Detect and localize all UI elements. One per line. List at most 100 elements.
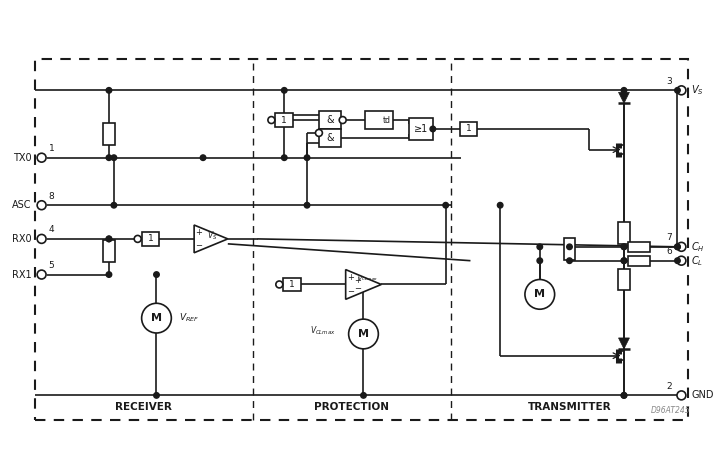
Circle shape bbox=[106, 236, 112, 242]
Text: $V_S$: $V_S$ bbox=[692, 84, 704, 97]
Circle shape bbox=[525, 280, 555, 309]
Circle shape bbox=[154, 272, 159, 277]
Text: 1: 1 bbox=[281, 116, 287, 125]
Bar bbox=[276, 113, 293, 127]
Circle shape bbox=[621, 244, 626, 250]
Polygon shape bbox=[346, 270, 382, 299]
Circle shape bbox=[268, 117, 275, 123]
Text: &: & bbox=[326, 115, 334, 125]
Circle shape bbox=[154, 393, 159, 398]
Text: $V_{CLmax}$: $V_{CLmax}$ bbox=[357, 274, 378, 283]
Circle shape bbox=[621, 244, 626, 250]
Text: M: M bbox=[534, 289, 546, 299]
Text: +: + bbox=[347, 273, 354, 282]
Text: 1: 1 bbox=[147, 234, 153, 244]
Text: D96AT245: D96AT245 bbox=[651, 406, 690, 415]
Circle shape bbox=[281, 155, 287, 160]
Circle shape bbox=[106, 272, 112, 277]
Text: M: M bbox=[151, 313, 162, 323]
Circle shape bbox=[37, 270, 46, 279]
Bar bbox=[409, 118, 432, 140]
Circle shape bbox=[677, 86, 686, 95]
Circle shape bbox=[674, 244, 680, 250]
Text: ≥1: ≥1 bbox=[414, 124, 428, 134]
Circle shape bbox=[111, 202, 117, 208]
Text: 2: 2 bbox=[667, 382, 672, 391]
Circle shape bbox=[339, 117, 346, 123]
Text: −: − bbox=[195, 241, 203, 250]
Text: 3: 3 bbox=[667, 77, 672, 86]
Text: ASC: ASC bbox=[12, 200, 32, 210]
Circle shape bbox=[106, 155, 112, 160]
Circle shape bbox=[37, 234, 46, 244]
Bar bbox=[618, 269, 630, 290]
Text: PROTECTION: PROTECTION bbox=[314, 402, 389, 412]
Circle shape bbox=[674, 88, 680, 93]
Circle shape bbox=[621, 258, 626, 264]
Bar bbox=[460, 122, 478, 136]
Text: 5: 5 bbox=[49, 261, 54, 270]
Circle shape bbox=[142, 303, 171, 333]
Circle shape bbox=[276, 281, 283, 288]
Circle shape bbox=[316, 129, 322, 136]
Bar bbox=[284, 277, 301, 292]
Bar bbox=[142, 232, 160, 246]
Circle shape bbox=[537, 244, 543, 250]
Circle shape bbox=[537, 258, 543, 264]
Circle shape bbox=[567, 258, 572, 264]
Circle shape bbox=[621, 258, 626, 264]
Polygon shape bbox=[619, 92, 629, 103]
Bar bbox=[319, 111, 341, 129]
Circle shape bbox=[134, 235, 141, 242]
Circle shape bbox=[349, 319, 378, 349]
Text: $C_L$: $C_L$ bbox=[692, 254, 704, 268]
Text: td: td bbox=[382, 116, 390, 125]
Text: $V_{CLmax}$: $V_{CLmax}$ bbox=[310, 325, 336, 337]
Circle shape bbox=[621, 393, 626, 398]
Circle shape bbox=[621, 393, 626, 398]
Circle shape bbox=[200, 155, 205, 160]
Text: $C_H$: $C_H$ bbox=[692, 240, 705, 254]
Circle shape bbox=[567, 244, 572, 250]
Text: −: − bbox=[347, 287, 354, 296]
Text: 1: 1 bbox=[465, 124, 471, 133]
Text: TRANSMITTER: TRANSMITTER bbox=[528, 402, 611, 412]
Circle shape bbox=[674, 244, 680, 250]
Text: 1: 1 bbox=[289, 280, 295, 289]
Text: GND: GND bbox=[692, 390, 714, 400]
Circle shape bbox=[37, 201, 46, 210]
Circle shape bbox=[37, 153, 46, 162]
Polygon shape bbox=[619, 338, 629, 349]
Text: +: + bbox=[195, 228, 203, 237]
Bar bbox=[628, 256, 649, 266]
Text: 6: 6 bbox=[667, 247, 672, 256]
Text: 8: 8 bbox=[49, 192, 54, 201]
Bar bbox=[628, 242, 649, 252]
Circle shape bbox=[304, 202, 310, 208]
Circle shape bbox=[281, 88, 287, 93]
Bar bbox=[34, 58, 688, 420]
Text: RX0: RX0 bbox=[12, 234, 32, 244]
Text: $V_{REF}$: $V_{REF}$ bbox=[179, 312, 200, 324]
Text: M: M bbox=[358, 329, 369, 339]
Circle shape bbox=[106, 88, 112, 93]
Circle shape bbox=[621, 88, 626, 93]
Bar bbox=[563, 238, 576, 260]
Circle shape bbox=[304, 155, 310, 160]
Bar bbox=[319, 129, 341, 147]
Circle shape bbox=[498, 202, 503, 208]
Text: 1: 1 bbox=[49, 144, 54, 153]
Circle shape bbox=[443, 202, 448, 208]
Text: $V_S$: $V_S$ bbox=[207, 230, 217, 242]
Circle shape bbox=[677, 391, 686, 400]
Circle shape bbox=[361, 393, 367, 398]
Text: RECEIVER: RECEIVER bbox=[115, 402, 172, 412]
Text: RX1: RX1 bbox=[12, 270, 32, 280]
Circle shape bbox=[677, 256, 686, 265]
Text: −: − bbox=[354, 284, 361, 293]
Text: &: & bbox=[326, 133, 334, 143]
Circle shape bbox=[674, 258, 680, 264]
Text: +: + bbox=[354, 276, 361, 285]
Bar bbox=[102, 240, 115, 262]
Text: TX0: TX0 bbox=[13, 153, 32, 163]
